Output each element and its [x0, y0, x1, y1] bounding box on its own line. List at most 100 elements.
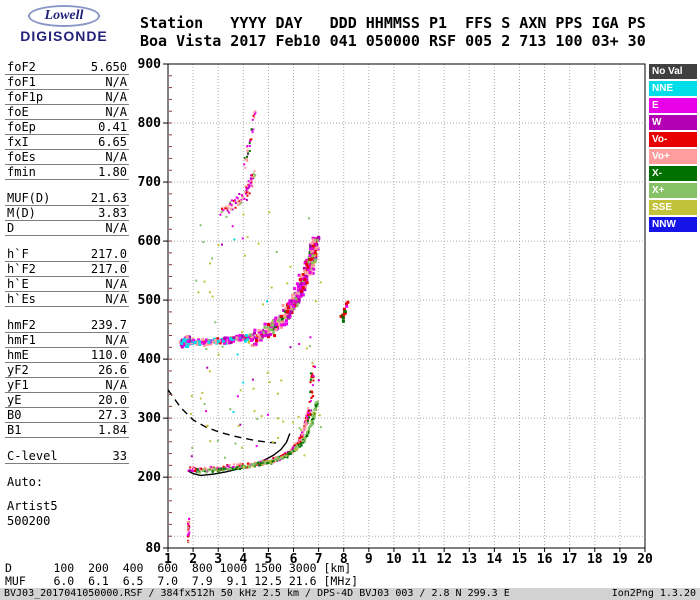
parameter-group: C-level 33	[5, 449, 129, 464]
logo-lowell-text: Lowell	[44, 8, 84, 23]
status-bar: BVJ03_2017041050000.RSF / 384fx512h 50 k…	[0, 588, 700, 600]
lowell-digisonde-logo: Lowell DIGISONDE	[8, 5, 120, 44]
x-tick-label: 9	[365, 552, 373, 567]
logo-digisonde-text: DIGISONDE	[20, 28, 108, 44]
x-tick-label: 19	[612, 552, 628, 567]
y-tick-label: 800	[138, 116, 162, 131]
parameter-value: N/A	[105, 221, 127, 235]
x-tick-label: 10	[386, 552, 402, 567]
legend-item-x+: X+	[649, 183, 697, 198]
parameter-value: 1.84	[98, 423, 127, 437]
parameter-panel: foF2 5.650 foF1 N/A foF1p N/A foE N/A foEp 0.41 fx…	[5, 60, 129, 529]
x-tick-label: 5	[265, 552, 273, 567]
legend-item-vo-: Vo-	[649, 132, 697, 147]
y-tick-label: 600	[138, 234, 162, 249]
parameter-value: 239.7	[90, 318, 127, 332]
status-bar-file-info: BVJ03_2017041050000.RSF / 384fx512h 50 k…	[4, 588, 510, 599]
parameter-value: N/A	[105, 277, 127, 291]
x-tick-label: 1	[164, 552, 172, 567]
x-tick-label: 3	[214, 552, 222, 567]
parameter-label: foF2	[7, 60, 36, 74]
parameter-group: hmF2 239.7 hmF1 N/A hmE 110.0 yF2 26.6 yF1 N/A yE 2…	[5, 318, 129, 438]
parameter-row: foF1p N/A	[5, 90, 129, 105]
x-tick-label: 17	[562, 552, 578, 567]
d-muf-table: D 100 200 400 600 800 1000 1500 3000 [km…	[5, 562, 358, 588]
parameter-group: h`F 217.0 h`F2 217.0 h`E N/A h`Es N/A	[5, 247, 129, 307]
parameter-label: foE	[7, 105, 29, 119]
parameter-row: foE N/A	[5, 105, 129, 120]
parameter-label: hmE	[7, 348, 29, 362]
y-tick-label: 500	[138, 293, 162, 308]
parameter-value: 217.0	[90, 247, 127, 261]
echo-points	[178, 110, 350, 544]
dmuf-row-d: D 100 200 400 600 800 1000 1500 3000 [km…	[5, 561, 352, 575]
auto-scaler-line: Artist5	[7, 499, 58, 513]
legend-item-w: W	[649, 115, 697, 130]
parameter-value: 5.650	[90, 60, 127, 74]
parameter-row: B0 27.3	[5, 408, 129, 423]
dmuf-row-muf: MUF 6.0 6.1 6.5 7.0 7.9 9.1 12.5 21.6 [M…	[5, 574, 359, 588]
parameter-value: N/A	[105, 292, 127, 306]
x-tick-label: 8	[340, 552, 348, 567]
parameter-label: h`Es	[7, 292, 36, 306]
parameter-label: foF1p	[7, 90, 44, 104]
legend-item-vo+: Vo+	[649, 149, 697, 164]
doppler-direction-legend: No Val NNE E W Vo- Vo+ X- X+ SSE NNW	[649, 64, 697, 234]
auto-scaler-line: 500200	[7, 514, 51, 528]
x-tick-label: 7	[315, 552, 323, 567]
parameter-value: N/A	[105, 378, 127, 392]
y-tick-label: 200	[138, 470, 162, 485]
legend-item-x-: X-	[649, 166, 697, 181]
legend-item-sse: SSE	[649, 200, 697, 215]
parameter-row: foEp 0.41	[5, 120, 129, 135]
parameter-value: 33	[112, 449, 127, 463]
parameter-value: N/A	[105, 90, 127, 104]
parameter-group: MUF(D) 21.63 M(D) 3.83 D N/A	[5, 191, 129, 236]
parameter-row: yF1 N/A	[5, 378, 129, 393]
parameter-label: foF1	[7, 75, 36, 89]
parameter-row: hmF1 N/A	[5, 333, 129, 348]
x-tick-label: 4	[239, 552, 247, 567]
chart-axes: 1 2 3 4 5 6 7 8 9 10 11 12 13 14 15 16 17 18 19 20900800700…	[138, 57, 653, 567]
parameter-label: fxI	[7, 135, 29, 149]
legend-item-nne: NNE	[649, 81, 697, 96]
x-tick-label: 16	[537, 552, 553, 567]
parameter-value: N/A	[105, 75, 127, 89]
parameter-row: fxI 6.65	[5, 135, 129, 150]
x-tick-label: 2	[189, 552, 197, 567]
y-tick-label: 80	[145, 541, 161, 556]
parameter-label: h`F2	[7, 262, 36, 276]
parameter-value: 20.0	[98, 393, 127, 407]
parameter-row: yE 20.0	[5, 393, 129, 408]
parameter-row: M(D) 3.83	[5, 206, 129, 221]
parameter-label: fmin	[7, 165, 36, 179]
parameter-value: 3.83	[98, 206, 127, 220]
x-tick-label: 15	[512, 552, 528, 567]
x-tick-label: 13	[461, 552, 477, 567]
parameter-value: 21.63	[90, 191, 127, 205]
x-tick-label: 18	[587, 552, 603, 567]
x-tick-label: 14	[487, 552, 503, 567]
parameter-row: h`Es N/A	[5, 292, 129, 307]
parameter-label: foEp	[7, 120, 36, 134]
parameter-row: hmE 110.0	[5, 348, 129, 363]
parameter-label: MUF(D)	[7, 191, 51, 205]
legend-item-no-val: No Val	[649, 64, 697, 79]
parameter-value: 217.0	[90, 262, 127, 276]
lowell-logo-oval: Lowell	[27, 5, 101, 27]
y-tick-label: 900	[138, 57, 162, 72]
parameter-label: C-level	[7, 449, 58, 463]
parameter-label: yF2	[7, 363, 29, 377]
parameter-value: 6.65	[98, 135, 127, 149]
parameter-label: B0	[7, 408, 22, 422]
y-tick-label: 700	[138, 175, 162, 190]
parameter-label: M(D)	[7, 206, 36, 220]
parameter-row: h`F2 217.0	[5, 262, 129, 277]
station-header-line2: Boa Vista 2017 Feb10 041 050000 RSF 005 …	[140, 32, 646, 50]
legend-item-e: E	[649, 98, 697, 113]
parameter-value: N/A	[105, 333, 127, 347]
status-bar-version: Ion2Png 1.3.20	[611, 588, 696, 599]
parameter-value: 110.0	[90, 348, 127, 362]
